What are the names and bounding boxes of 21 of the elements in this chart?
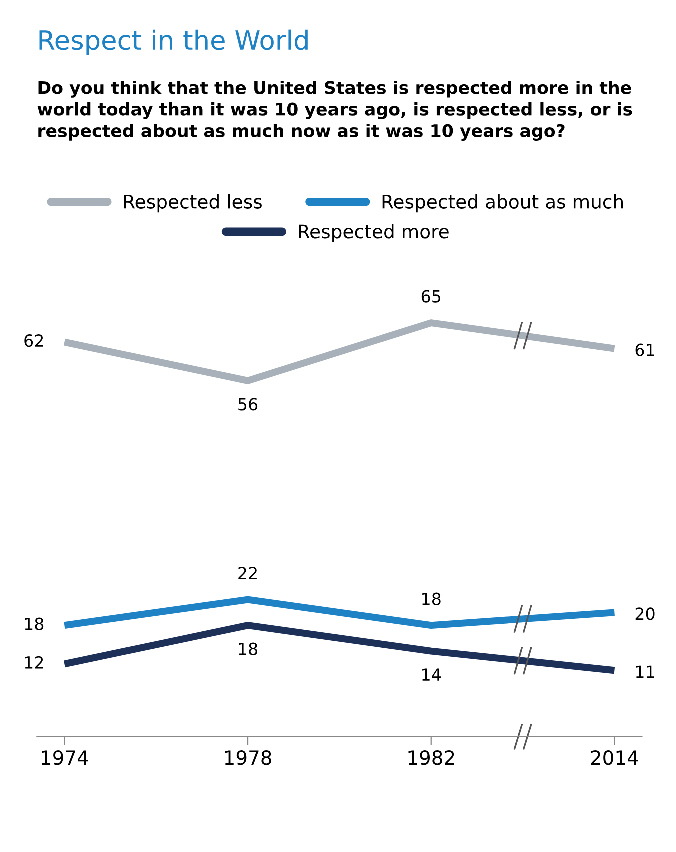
data-label: 56 (238, 398, 258, 411)
chart-title: Respect in the World (40, 30, 308, 56)
data-label: 61 (636, 344, 654, 356)
data-label: 11 (636, 666, 654, 678)
data-label: 20 (636, 608, 655, 620)
x-tick-label: 1974 (42, 750, 88, 766)
chart-subtitle: Do you think that the United States is respected more in the world today than it was 10 years ago, is respected less, or is respected about as much now as it was 10 years ago? (38, 80, 632, 141)
data-label: 18 (422, 592, 441, 606)
data-label: 12 (25, 656, 44, 669)
x-tick-label: 2014 (591, 750, 638, 766)
legend-label: Respected more (299, 224, 449, 242)
data-label: 22 (238, 567, 257, 580)
data-label: 65 (422, 290, 441, 303)
data-label: 18 (25, 618, 44, 630)
x-tick-label: 1978 (225, 750, 272, 766)
legend-label: Respected less (124, 194, 262, 213)
data-label: 18 (239, 642, 258, 656)
data-label: 62 (24, 334, 44, 348)
x-tick-label: 1982 (408, 750, 454, 766)
data-label: 14 (422, 668, 442, 681)
legend-label: Respected about as much (382, 194, 624, 213)
